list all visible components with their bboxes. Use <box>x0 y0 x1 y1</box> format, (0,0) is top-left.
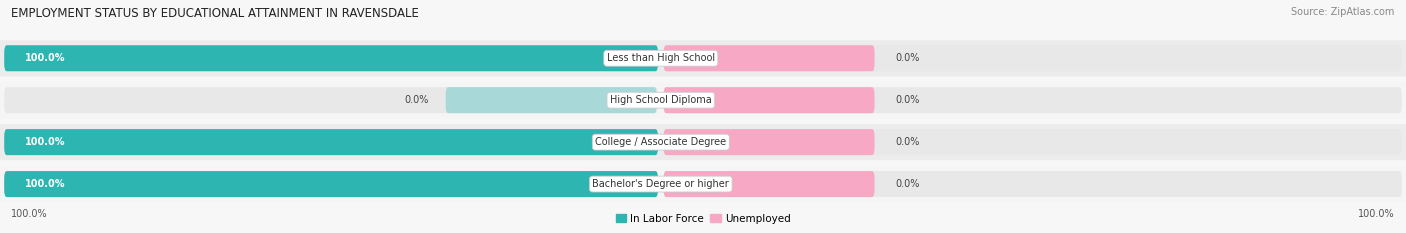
FancyBboxPatch shape <box>0 82 1406 118</box>
FancyBboxPatch shape <box>664 129 1402 155</box>
FancyBboxPatch shape <box>0 40 1406 76</box>
FancyBboxPatch shape <box>4 45 658 71</box>
FancyBboxPatch shape <box>4 129 658 155</box>
Legend: In Labor Force, Unemployed: In Labor Force, Unemployed <box>612 209 794 228</box>
Text: 100.0%: 100.0% <box>25 53 66 63</box>
FancyBboxPatch shape <box>4 129 658 155</box>
Text: Bachelor's Degree or higher: Bachelor's Degree or higher <box>592 179 730 189</box>
FancyBboxPatch shape <box>0 124 1406 160</box>
FancyBboxPatch shape <box>0 166 1406 202</box>
Text: 0.0%: 0.0% <box>896 53 920 63</box>
FancyBboxPatch shape <box>4 171 658 197</box>
Text: 0.0%: 0.0% <box>405 95 429 105</box>
Text: 0.0%: 0.0% <box>896 137 920 147</box>
FancyBboxPatch shape <box>4 171 658 197</box>
FancyBboxPatch shape <box>664 45 875 71</box>
FancyBboxPatch shape <box>664 129 875 155</box>
Text: 100.0%: 100.0% <box>1358 209 1395 219</box>
Text: 100.0%: 100.0% <box>11 209 48 219</box>
Text: Less than High School: Less than High School <box>607 53 714 63</box>
Text: Source: ZipAtlas.com: Source: ZipAtlas.com <box>1291 7 1395 17</box>
FancyBboxPatch shape <box>4 87 658 113</box>
Text: 0.0%: 0.0% <box>896 179 920 189</box>
FancyBboxPatch shape <box>664 45 1402 71</box>
FancyBboxPatch shape <box>664 171 875 197</box>
Text: High School Diploma: High School Diploma <box>610 95 711 105</box>
Text: 100.0%: 100.0% <box>25 179 66 189</box>
FancyBboxPatch shape <box>664 87 1402 113</box>
FancyBboxPatch shape <box>4 45 658 71</box>
Text: 100.0%: 100.0% <box>25 137 66 147</box>
FancyBboxPatch shape <box>664 87 875 113</box>
Text: College / Associate Degree: College / Associate Degree <box>595 137 727 147</box>
Text: 0.0%: 0.0% <box>896 95 920 105</box>
FancyBboxPatch shape <box>446 87 657 113</box>
FancyBboxPatch shape <box>664 171 1402 197</box>
Text: EMPLOYMENT STATUS BY EDUCATIONAL ATTAINMENT IN RAVENSDALE: EMPLOYMENT STATUS BY EDUCATIONAL ATTAINM… <box>11 7 419 20</box>
